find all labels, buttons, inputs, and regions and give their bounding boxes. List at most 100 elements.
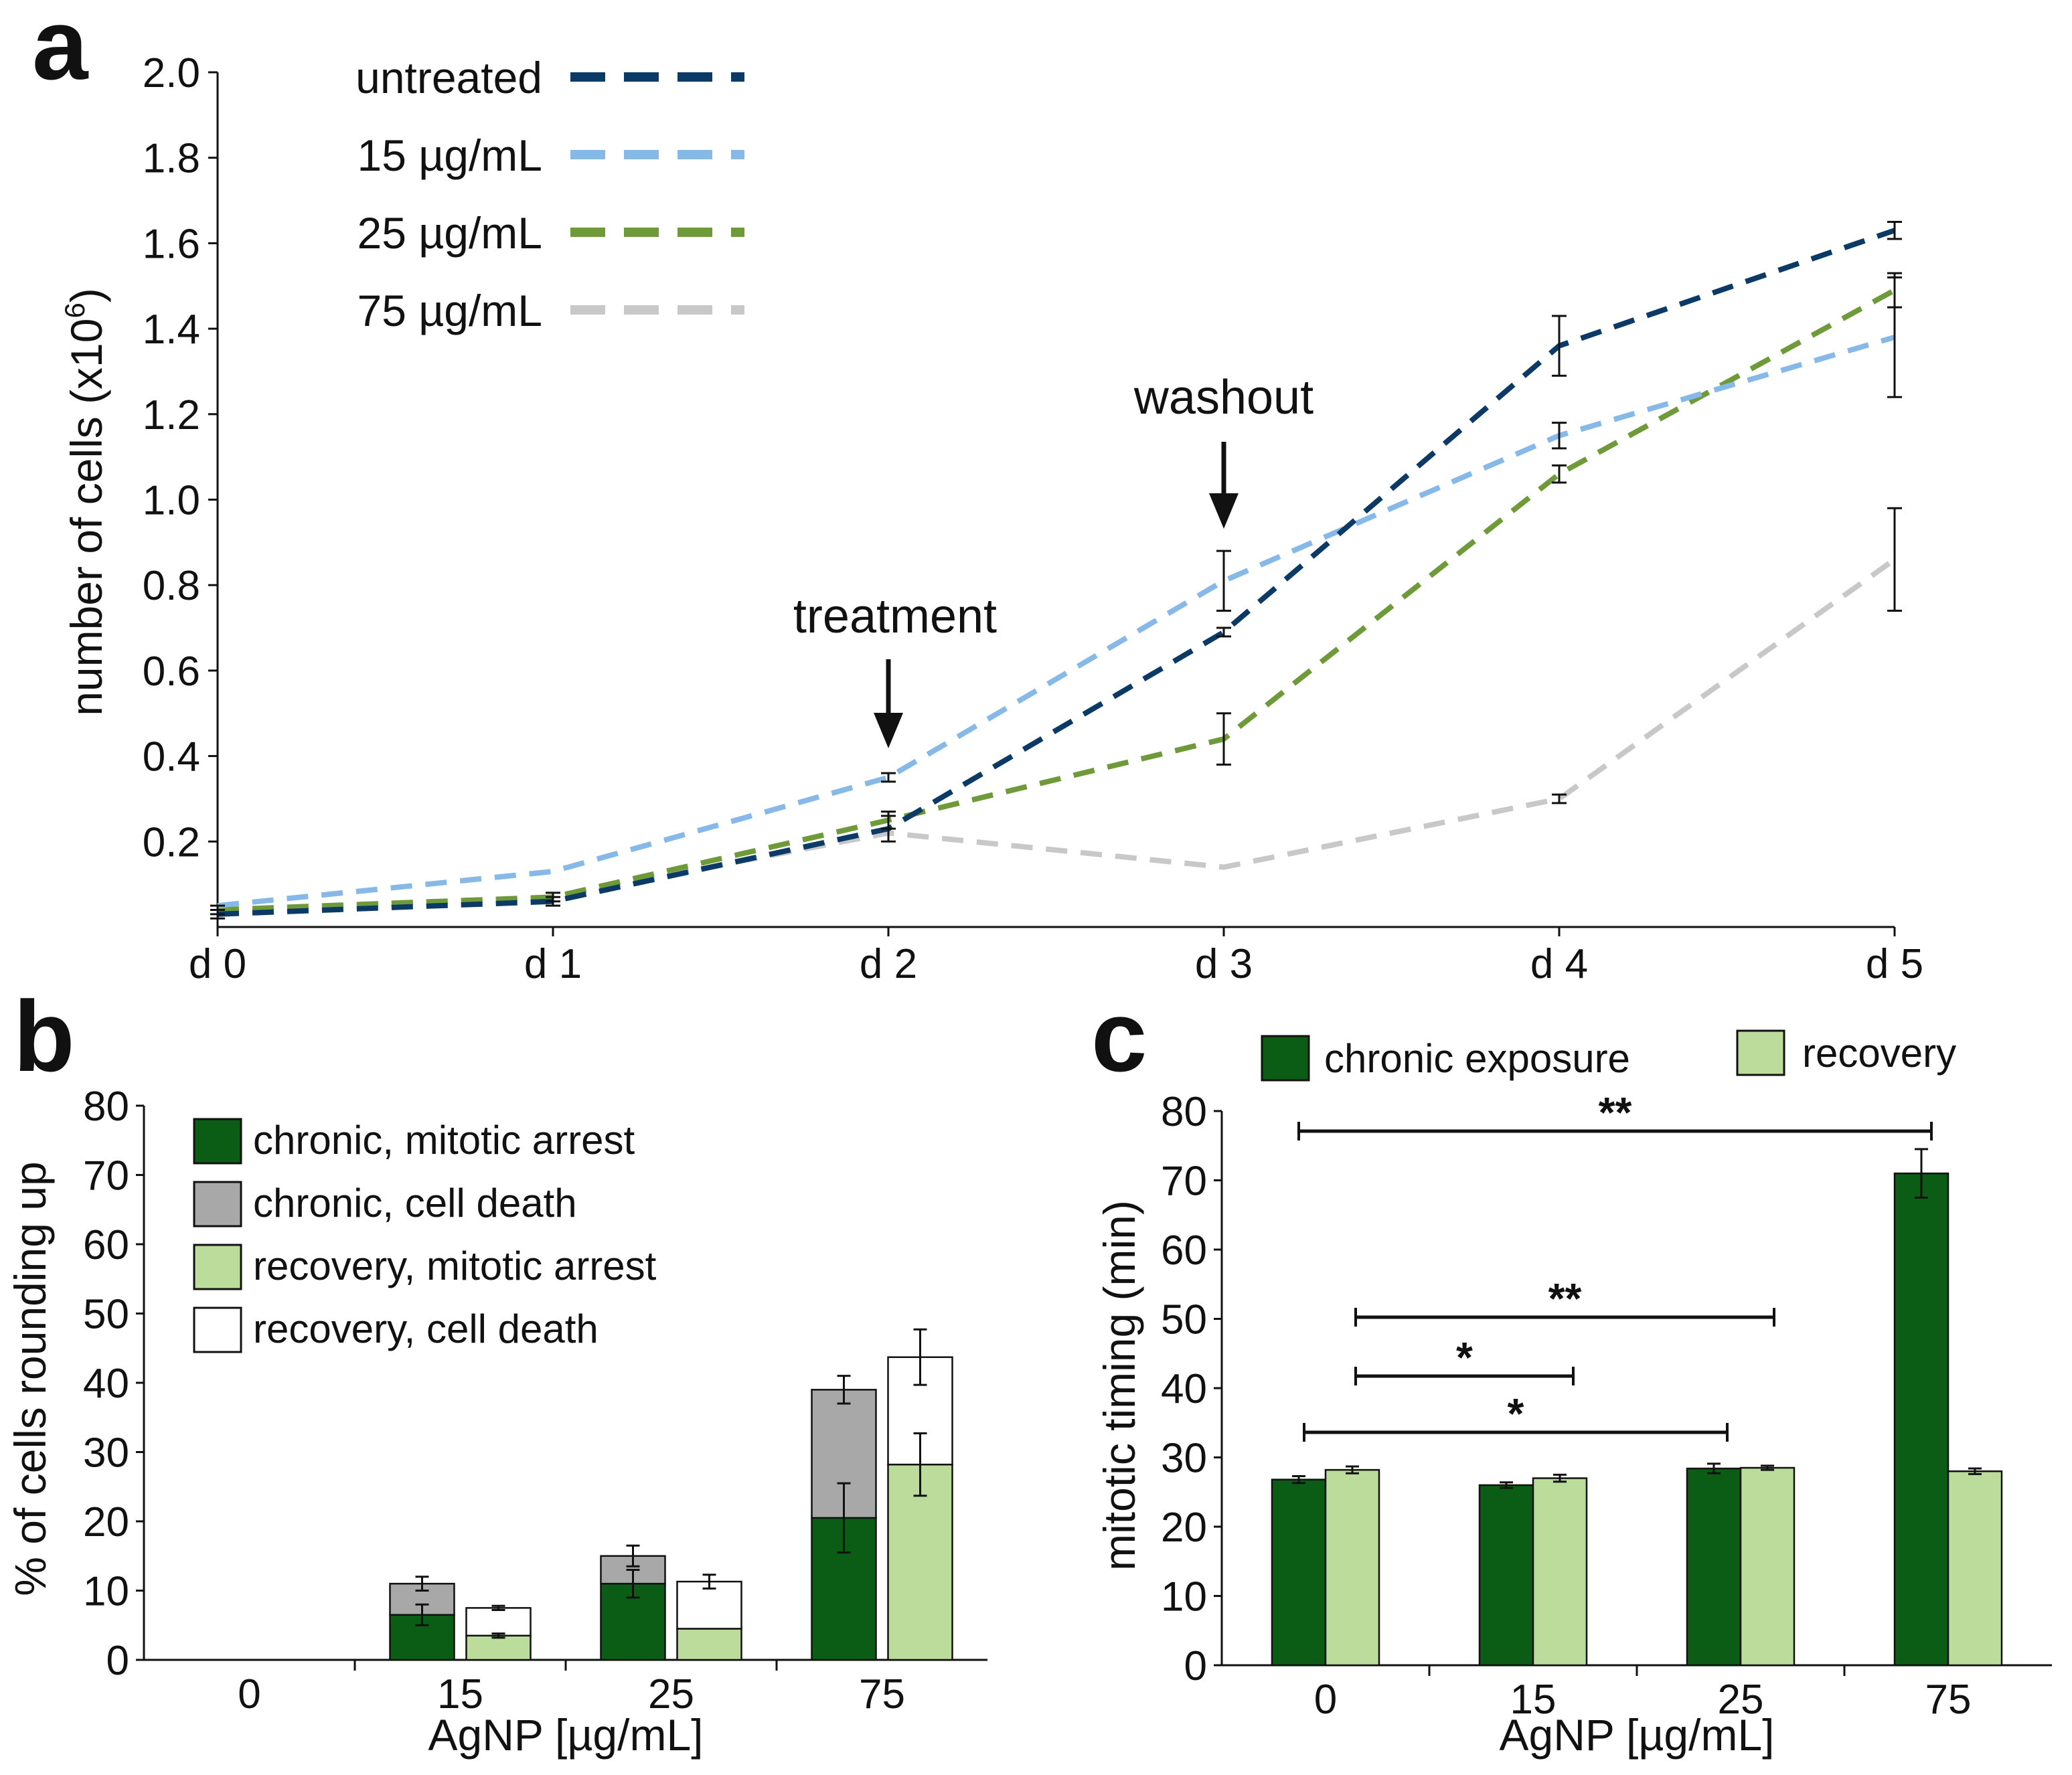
panel-a-legend-label: 75 µg/mL [357,286,542,335]
panel-b-error-bar [837,1482,851,1554]
panel-a-line-untreated [217,228,1896,917]
panel-a-ytick-label: 1.4 [143,307,200,353]
panel-a-error-bar [1216,626,1231,638]
panel-c-error-bar [1346,1465,1359,1474]
panel-a-error-bar [1552,464,1567,484]
panel-b-ytick-label: 80 [83,1084,129,1130]
panel-a-xtick-label: d 4 [1530,941,1588,987]
panel-a-xtick-label: d 0 [189,941,246,987]
panel-b-ytick-label: 40 [83,1361,129,1407]
panel-b-xtick-label: 0 [238,1671,260,1717]
panel-a-xtick-label: d 3 [1195,941,1253,987]
panel-b-legend-label: recovery, cell death [253,1306,599,1351]
panel-a-annotation-treatment: treatment [793,590,997,643]
panel-c-error-bar [1553,1473,1567,1483]
panel-b-xtick-label: 15 [437,1671,483,1717]
panel-a-legend-label: 25 µg/mL [357,208,542,258]
panel-b-bar-recovery-arrest [676,1628,742,1661]
panel-c-bar-recovery [1739,1466,1796,1667]
panel-b-legend-label: chronic, cell death [253,1181,577,1225]
panel-b-bar-recovery-death [465,1607,532,1637]
panel-b-error-bar [491,1604,505,1611]
panel-c-xtick-label: 75 [1925,1677,1972,1723]
panel-b-ytick-label: 0 [106,1638,129,1684]
panel-a-ytick-label: 0.6 [143,649,200,695]
panel-c-bar-chronic-exposure [1271,1478,1327,1667]
panel-c-significance-label: * [1456,1333,1473,1381]
panel-a-ytick-label: 0.4 [143,734,200,780]
panel-a-ytick-label: 1.2 [143,392,200,438]
panel-b-error-bar [626,1544,640,1568]
panel-c-error-bar [1968,1467,1982,1475]
panel-a-error-bar [1552,793,1567,805]
panel-a-line-15-g-mL [217,335,1896,909]
panel-a-arrow-washout-head [1209,493,1239,529]
panel-b-error-bar [415,1576,429,1592]
panel-a-error-bar [881,772,896,783]
panel-a-ytick-label: 2.0 [143,50,200,96]
panel-b-legend-swatch [193,1244,242,1290]
panel-b-bar-recovery-arrest [465,1634,532,1661]
panel-b-ylabel: % of cells rounding up [5,1161,55,1596]
panel-b-ytick-label: 50 [83,1292,129,1338]
panel-b-error-bar [702,1574,716,1590]
panel-b-ytick-label: 70 [83,1153,129,1199]
panel-c-bar-chronic-exposure [1478,1484,1534,1667]
panel-c-ytick-label: 50 [1161,1297,1207,1343]
panel-c-ylabel: mitotic timing (min) [1095,1200,1144,1571]
panel-b-bar-recovery-arrest [887,1463,953,1661]
panel-c-xtick-label: 25 [1718,1677,1764,1723]
panel-a-line-25-g-mL [217,288,1896,913]
panel-c-bar-chronic-exposure [1893,1172,1949,1667]
panel-a-xtick-label: d 5 [1866,941,1923,987]
panel-c-legend-swatch [1261,1035,1310,1082]
panel-a-error-bar [546,892,560,903]
panel-letter-a: a [32,0,89,100]
panel-b-ytick-label: 30 [83,1430,129,1476]
panel-c-ytick-label: 30 [1161,1436,1207,1482]
panel-a-error-bar [210,904,225,916]
panel-c-ytick-label: 10 [1161,1574,1207,1620]
panel-b-legend-swatch [193,1306,242,1353]
panel-c-ytick-label: 20 [1161,1505,1207,1551]
panel-b-error-bar [491,1632,505,1639]
panel-c-bar-chronic-exposure [1686,1467,1742,1667]
panel-a-error-bar [1552,315,1567,377]
panel-a-error-bar [881,811,896,830]
panel-a-error-bar [1216,712,1231,766]
panel-c-legend-swatch [1736,1029,1785,1076]
panel-b-error-bar [626,1568,640,1599]
panel-c-ytick-label: 40 [1161,1366,1207,1412]
panel-a-ytick-label: 1.6 [143,221,200,267]
panel-c-error-bar [1915,1148,1928,1199]
panel-c-ytick-label: 70 [1161,1159,1207,1205]
panel-c-legend-label: chronic exposure [1324,1036,1630,1081]
panel-c-legend-label: recovery [1802,1031,1956,1076]
panel-c-ytick-label: 60 [1161,1228,1207,1274]
panel-c-bar-recovery [1947,1470,2003,1667]
panel-a-error-bar [1887,272,1902,309]
panel-c-error-bar [1292,1474,1305,1485]
panel-b-error-bar [415,1603,429,1626]
panel-a-xtick-label: d 1 [524,941,582,987]
panel-b-xtick-label: 25 [648,1671,694,1717]
panel-b-error-bar [913,1328,927,1386]
panel-b-xtick-label: 75 [859,1671,905,1717]
panel-c-significance-label: ** [1599,1088,1632,1136]
panel-c-error-bar [1761,1464,1774,1471]
panel-c-xtick-label: 15 [1510,1677,1557,1723]
panel-a-ytick-label: 0.2 [143,819,200,865]
panel-c-error-bar [1500,1481,1513,1489]
panel-letter-b: b [13,980,75,1092]
panel-b-error-bar [837,1375,851,1405]
panel-c-ytick-label: 80 [1161,1089,1207,1135]
panel-b-legend-label: chronic, mitotic arrest [253,1118,635,1163]
panel-a-annotation-washout: washout [1133,371,1313,424]
panel-a-line-75-g-mL [217,557,1897,913]
panel-a-error-bar [1887,507,1902,612]
panel-c-significance-label: * [1508,1389,1524,1438]
panel-c-significance-label: ** [1548,1274,1582,1323]
panel-a-xtick-label: d 2 [860,941,917,987]
